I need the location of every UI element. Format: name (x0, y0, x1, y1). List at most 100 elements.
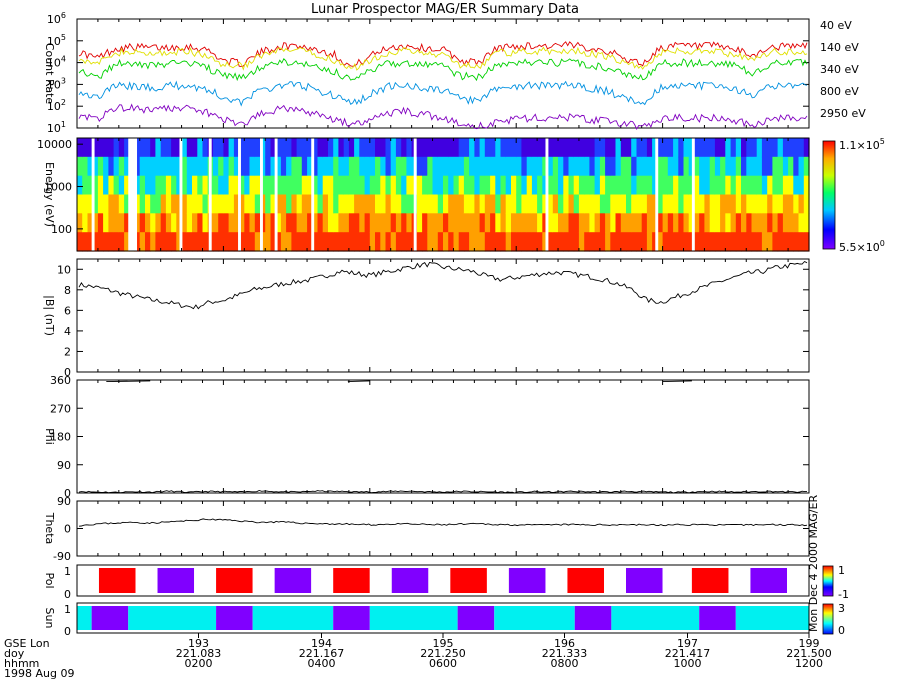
spectrogram-cell (364, 175, 371, 196)
spectrogram-cell (516, 138, 522, 158)
spectrogram-cell (746, 213, 753, 233)
spectrogram-cell (354, 175, 360, 196)
spectrogram-cell (343, 232, 350, 252)
spectrogram-cell (427, 232, 434, 252)
spectrogram-cell (772, 175, 779, 196)
x-tick-lon: 193 (188, 637, 209, 650)
spectrogram-cell (704, 213, 711, 233)
spectrogram-cell (704, 138, 711, 158)
spectrogram-cell (469, 194, 475, 214)
spectrogram-cell (291, 175, 298, 196)
spectrogram-cell (432, 194, 439, 214)
legend-label: 2950 eV (820, 107, 866, 120)
spectrogram-cell (82, 194, 88, 214)
spectrogram-cell (511, 213, 517, 233)
spectrogram-cell (265, 156, 271, 177)
spectrogram-cell (82, 213, 88, 233)
spectrogram-cell (239, 138, 245, 158)
spectrogram-cell (87, 232, 94, 252)
spectrogram-cell (171, 232, 177, 252)
spectrogram-cell (416, 194, 423, 214)
spectrogram-cell (202, 175, 209, 196)
spectrogram-cell (704, 175, 711, 196)
spectrogram-cell (369, 175, 376, 196)
spectrogram-cell (197, 156, 204, 177)
spectrogram-cell (233, 156, 240, 177)
spectrogram-cell (688, 156, 695, 177)
pol-segment (486, 568, 509, 593)
spectrogram-cell (463, 194, 470, 214)
spectrogram-cell (145, 156, 151, 177)
spectrogram-cell (803, 194, 810, 214)
spectrogram-cell (605, 194, 611, 214)
spectrogram-cell (218, 213, 224, 233)
spectrogram-cell (474, 194, 481, 214)
spectrogram-cell (343, 213, 350, 233)
spectrogram-cell (746, 194, 753, 214)
spectrogram-cell (291, 194, 298, 214)
x-tick-doy: 221.500 (786, 647, 832, 660)
spectrogram-cell (134, 194, 141, 214)
spectrogram-cell (709, 156, 716, 177)
spectrogram-cell (317, 194, 324, 214)
spectrogram-cell (401, 156, 407, 177)
spectrogram-cell (751, 232, 758, 252)
spectrogram-cell (594, 138, 601, 158)
spectrogram-cell (620, 232, 627, 252)
spectrogram-cell (328, 213, 334, 233)
spectrogram-cell (103, 213, 109, 233)
spectrogram-cell (301, 175, 308, 196)
spectrogram-cell (343, 138, 350, 158)
spectrogram-cell (594, 213, 601, 233)
spectrogram-cell (626, 175, 632, 196)
spectrogram-cell (547, 156, 554, 177)
spectrogram-cell (150, 232, 156, 252)
spectrogram-cell (490, 232, 496, 252)
spectrogram-cell (385, 138, 392, 158)
spectrogram-cell (756, 156, 763, 177)
spectrogram-cell (683, 175, 690, 196)
spectrogram-cell (563, 213, 570, 233)
spectrogram-cell (270, 213, 277, 233)
spectrogram-cell (463, 232, 470, 252)
spectrogram-cell (531, 232, 538, 252)
spectrogram-cell (526, 175, 533, 196)
spectrogram-cell (181, 232, 188, 252)
spectrogram-cell (720, 175, 726, 196)
spectrogram-cell (746, 156, 753, 177)
spectrogram-cell (469, 213, 475, 233)
spectrogram-cell (401, 232, 407, 252)
spectrogram-cell (77, 232, 83, 252)
spectrogram-cell (626, 156, 632, 177)
spectrogram-cell (233, 194, 240, 214)
spectrogram-cell (437, 213, 444, 233)
spectrogram-cell (636, 213, 643, 233)
y-tick-label: 0 (64, 366, 71, 379)
spectrogram-cell (756, 175, 763, 196)
spectrogram-cell (788, 156, 794, 177)
spectrogram-cell (432, 138, 439, 158)
spectrogram-cell (181, 194, 188, 214)
spectrogram-cell (186, 175, 193, 196)
spectrogram-cell (150, 138, 156, 158)
spectrogram-cell (223, 232, 230, 252)
spectrogram-cell (280, 138, 287, 158)
spectrogram-cell (788, 194, 794, 214)
spectrogram-cell (364, 156, 371, 177)
spectrogram-cell (662, 175, 669, 196)
spectrogram-cell (552, 194, 559, 214)
spectrogram-cell (631, 156, 637, 177)
spectrogram-cell (573, 213, 580, 233)
spectrogram-cell (662, 156, 669, 177)
spectrogram-cell (348, 232, 355, 252)
spectrogram-cell (192, 138, 198, 158)
spectrogram-cell (605, 213, 611, 233)
spectrogram-cell (406, 156, 413, 177)
spectrogram-cell (322, 232, 329, 252)
series-line (78, 46, 808, 71)
spectrogram-cell (772, 156, 779, 177)
spectrogram-cell (134, 175, 141, 196)
y-tick-label: 100 (51, 223, 72, 236)
spectrogram-cell (526, 194, 533, 214)
spectrogram-cell (312, 213, 319, 233)
